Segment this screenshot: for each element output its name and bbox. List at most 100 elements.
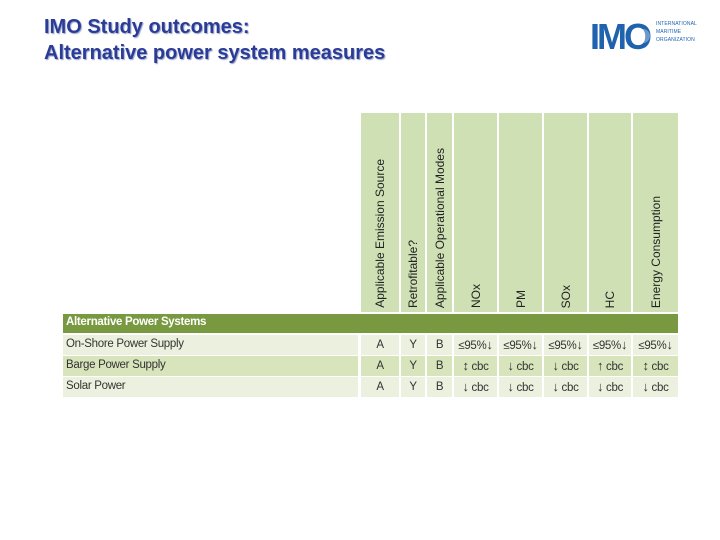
table-cell: ≤95%↓: [499, 335, 542, 355]
column-header-label: PM: [513, 290, 528, 308]
cell-value: cbc: [471, 382, 489, 394]
table-cell: ↓ cbc: [544, 377, 587, 397]
cell-value: B: [435, 381, 444, 393]
cell-value: Y: [409, 381, 417, 393]
trend-arrow-icon: ↓: [531, 337, 538, 352]
table-cell: ↕ cbc: [454, 356, 497, 376]
column-header-3: Applicable Operational Modes: [427, 113, 452, 312]
table-row: Barge Power Supply A Y B ↕ cbc ↓ cbc ↓ cbc ↑ cb…: [63, 356, 678, 376]
cell-value: cbc: [606, 382, 624, 394]
trend-arrow-icon: ↓: [596, 379, 604, 394]
row-label-cell: Barge Power Supply: [63, 356, 358, 376]
table-cell: ≤95%↓: [589, 335, 631, 355]
imo-logo: IMO INTERNATIONAL MARITIME ORGANIZATION: [590, 18, 700, 54]
cell-value: B: [435, 339, 444, 351]
logo-org-name: INTERNATIONAL MARITIME ORGANIZATION: [656, 20, 716, 44]
table-cell: ↑ cbc: [589, 356, 631, 376]
trend-arrow-icon: ↓: [642, 379, 649, 394]
row-label-cell: On-Shore Power Supply: [63, 335, 358, 355]
trend-arrow-icon: ↕: [642, 358, 649, 373]
cell-value: ≤95%: [503, 340, 532, 352]
logo-wordmark: IMO: [590, 18, 651, 52]
column-header-4: NOx: [454, 113, 497, 312]
table-row: Solar Power A Y B ↓ cbc ↓ cbc ↓ cbc ↓ cbc ↓ cbc: [63, 377, 678, 397]
cell-value: ≤95%: [548, 340, 577, 352]
column-header-label: Energy Consumption: [648, 195, 663, 308]
section-label: Alternative Power Systems: [66, 316, 207, 328]
table-cell: Y: [401, 356, 425, 376]
logo-org-line-2: MARITIME: [656, 29, 682, 35]
table-row: On-Shore Power Supply A Y B ≤95%↓ ≤95%↓ ≤95%↓ ≤…: [63, 335, 678, 355]
table-cell: B: [427, 356, 452, 376]
cell-value: ≤95%: [638, 340, 667, 352]
table-cell: ↓ cbc: [499, 356, 542, 376]
column-header-label: SOx: [558, 284, 573, 308]
row-label: Solar Power: [66, 380, 126, 392]
trend-arrow-icon: ↓: [507, 358, 514, 373]
logo-org-line-1: INTERNATIONAL: [656, 21, 697, 27]
cell-value: cbc: [516, 361, 534, 373]
table-cell: ≤95%↓: [544, 335, 587, 355]
column-header-label: Applicable Operational Modes: [432, 147, 447, 308]
table-cell: ↕ cbc: [633, 356, 678, 376]
column-header-2: Retrofitable?: [401, 113, 425, 312]
table-cell: B: [427, 377, 452, 397]
cell-value: Y: [409, 339, 417, 351]
slide-title: IMO Study outcomes: Alternative power sy…: [44, 14, 524, 66]
cell-value: A: [376, 360, 384, 372]
trend-arrow-icon: ↑: [596, 358, 604, 373]
table-cell: Y: [401, 335, 425, 355]
column-header-7: HC: [589, 113, 631, 312]
imo-logo-icon: IMO: [590, 18, 654, 52]
trend-arrow-icon: ↓: [620, 337, 628, 352]
cell-value: cbc: [651, 361, 669, 373]
table-cell: ↓ cbc: [499, 377, 542, 397]
section-row-alternative-power: Alternative Power Systems: [63, 314, 678, 333]
cell-value: B: [435, 360, 444, 372]
trend-arrow-icon: ↕: [462, 358, 469, 373]
table-cell: A: [361, 335, 399, 355]
column-header-label: Retrofitable?: [406, 239, 420, 308]
cell-value: Y: [409, 360, 417, 372]
trend-arrow-icon: ↓: [552, 379, 559, 394]
column-header-5: PM: [499, 113, 542, 312]
cell-value: cbc: [651, 382, 669, 394]
trend-arrow-icon: ↓: [552, 358, 559, 373]
cell-value: cbc: [471, 361, 489, 373]
cell-value: cbc: [561, 382, 579, 394]
table-cell: A: [361, 356, 399, 376]
table-cell: ≤95%↓: [633, 335, 678, 355]
row-label: Barge Power Supply: [66, 359, 166, 371]
column-header-label: NOx: [468, 284, 483, 308]
trend-arrow-icon: ↓: [666, 337, 673, 352]
table-cell: B: [427, 335, 452, 355]
column-header-label: Applicable Emission Source: [373, 159, 387, 308]
column-header-label: HC: [603, 290, 617, 308]
row-label-cell: Solar Power: [63, 377, 358, 397]
trend-arrow-icon: ↓: [576, 337, 583, 352]
cell-value: ≤95%: [458, 340, 487, 352]
table-cell: ↓ cbc: [544, 356, 587, 376]
cell-value: ≤95%: [592, 340, 621, 352]
column-header-1: Applicable Emission Source: [361, 113, 399, 312]
cell-value: cbc: [606, 361, 624, 373]
trend-arrow-icon: ↓: [462, 379, 469, 394]
table-cell: ↓ cbc: [633, 377, 678, 397]
row-label: On-Shore Power Supply: [66, 338, 184, 350]
cell-value: cbc: [516, 382, 534, 394]
column-header-6: SOx: [544, 113, 587, 312]
cell-value: A: [376, 339, 384, 351]
table-cell: ↓ cbc: [589, 377, 631, 397]
table-cell: ≤95%↓: [454, 335, 497, 355]
trend-arrow-icon: ↓: [507, 379, 514, 394]
title-line-2: Alternative power system measures: [44, 42, 386, 64]
trend-arrow-icon: ↓: [486, 337, 493, 352]
logo-org-line-3: ORGANIZATION: [656, 37, 695, 43]
table-cell: ↓ cbc: [454, 377, 497, 397]
column-header-8: Energy Consumption: [633, 113, 678, 312]
cell-value: A: [376, 381, 384, 393]
table-cell: Y: [401, 377, 425, 397]
table-cell: A: [361, 377, 399, 397]
cell-value: cbc: [561, 361, 579, 373]
title-line-1: IMO Study outcomes:: [44, 16, 250, 38]
